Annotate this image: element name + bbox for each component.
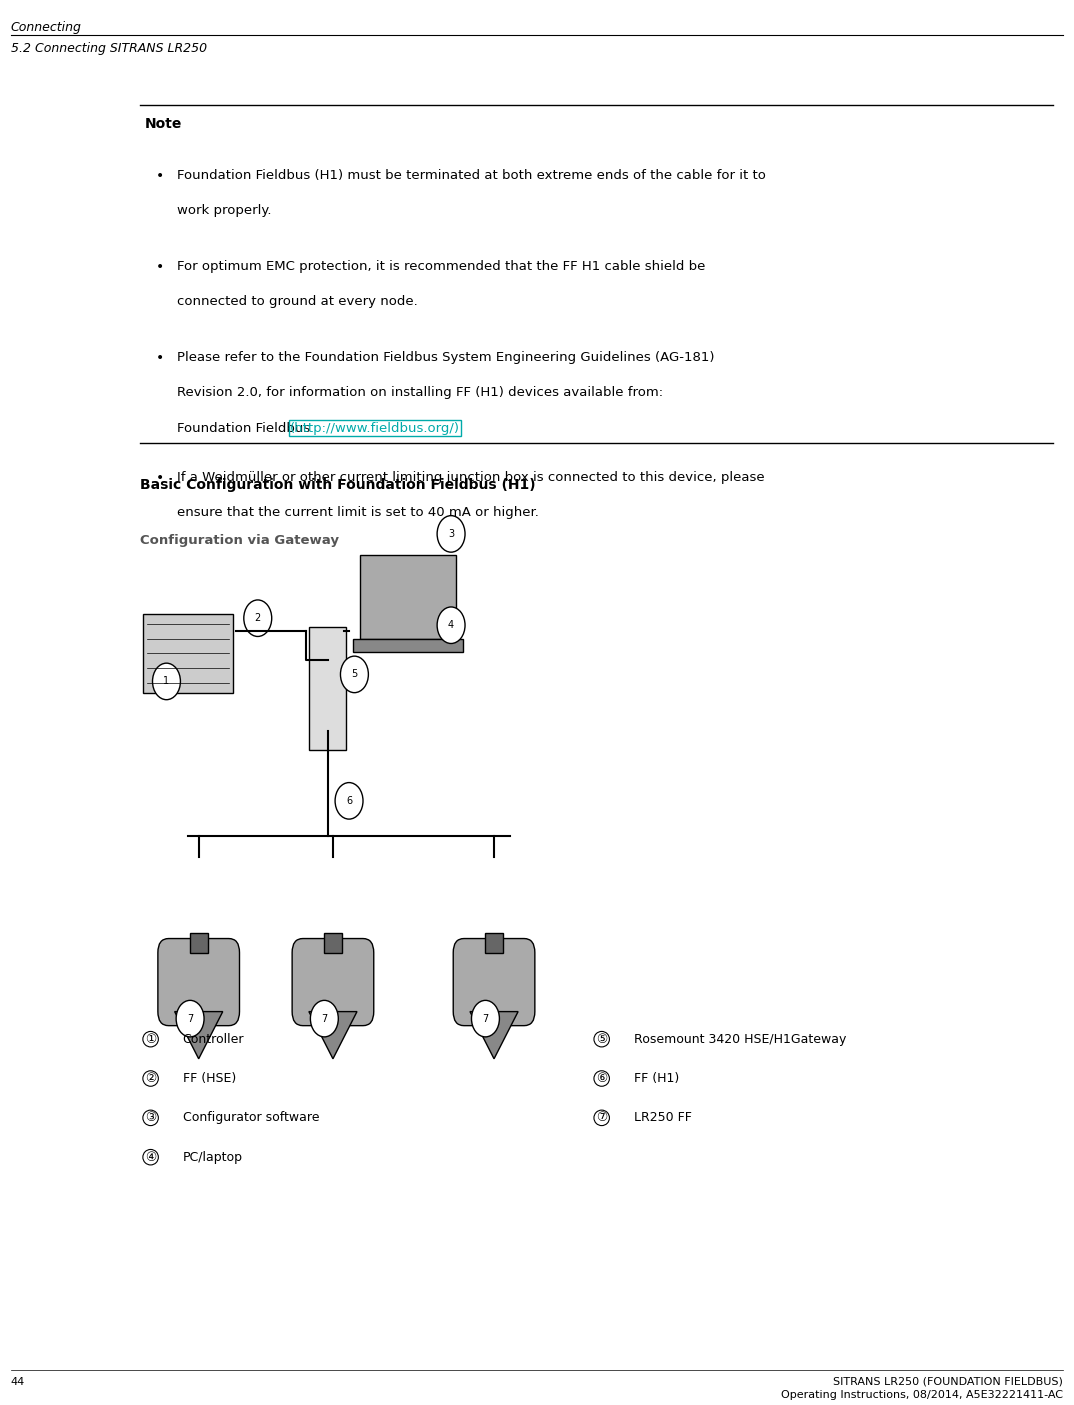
Text: (http://www.fieldbus.org/): (http://www.fieldbus.org/) <box>290 422 460 434</box>
Text: ensure that the current limit is set to 40 mA or higher.: ensure that the current limit is set to … <box>177 506 539 518</box>
Text: 7: 7 <box>482 1013 489 1024</box>
Text: ①: ① <box>145 1033 156 1045</box>
FancyBboxPatch shape <box>143 614 233 693</box>
Text: ⑥: ⑥ <box>596 1072 607 1085</box>
Text: Foundation Fieldbus: Foundation Fieldbus <box>177 422 315 434</box>
Text: Basic Configuration with Foundation Fieldbus (H1): Basic Configuration with Foundation Fiel… <box>140 478 535 492</box>
FancyBboxPatch shape <box>308 627 347 750</box>
Text: ②: ② <box>145 1072 156 1085</box>
Circle shape <box>340 656 368 693</box>
Polygon shape <box>309 1012 357 1059</box>
FancyBboxPatch shape <box>158 939 240 1026</box>
Text: Revision 2.0, for information on installing FF (H1) devices available from:: Revision 2.0, for information on install… <box>177 386 664 399</box>
Text: 7: 7 <box>321 1013 328 1024</box>
Polygon shape <box>175 1012 222 1059</box>
FancyBboxPatch shape <box>292 939 374 1026</box>
Text: PC/laptop: PC/laptop <box>183 1151 243 1163</box>
Text: 7: 7 <box>187 1013 193 1024</box>
Text: FF (HSE): FF (HSE) <box>183 1072 236 1085</box>
Circle shape <box>244 600 272 636</box>
Circle shape <box>310 1000 338 1037</box>
Text: Configuration via Gateway: Configuration via Gateway <box>140 534 338 547</box>
FancyBboxPatch shape <box>324 933 342 953</box>
Text: 3: 3 <box>448 528 454 540</box>
FancyBboxPatch shape <box>360 555 456 639</box>
Text: Connecting: Connecting <box>11 21 82 34</box>
Text: •: • <box>156 471 164 485</box>
Text: Controller: Controller <box>183 1033 244 1045</box>
Text: connected to ground at every node.: connected to ground at every node. <box>177 295 418 308</box>
Text: 5: 5 <box>351 669 358 680</box>
Text: 4: 4 <box>448 620 454 631</box>
Text: FF (H1): FF (H1) <box>634 1072 679 1085</box>
Text: •: • <box>156 260 164 274</box>
Text: Configurator software: Configurator software <box>183 1111 319 1124</box>
Circle shape <box>176 1000 204 1037</box>
Text: •: • <box>156 351 164 365</box>
FancyBboxPatch shape <box>485 933 503 953</box>
Text: SITRANS LR250 (FOUNDATION FIELDBUS): SITRANS LR250 (FOUNDATION FIELDBUS) <box>833 1377 1063 1387</box>
Circle shape <box>153 663 180 700</box>
Text: Rosemount 3420 HSE/H1Gateway: Rosemount 3420 HSE/H1Gateway <box>634 1033 846 1045</box>
Circle shape <box>471 1000 499 1037</box>
Polygon shape <box>470 1012 518 1059</box>
Text: If a Weidmüller or other current limiting junction box is connected to this devi: If a Weidmüller or other current limitin… <box>177 471 765 483</box>
Text: LR250 FF: LR250 FF <box>634 1111 692 1124</box>
FancyBboxPatch shape <box>453 939 535 1026</box>
Text: 44: 44 <box>11 1377 25 1387</box>
Text: ⑤: ⑤ <box>596 1033 607 1045</box>
Text: For optimum EMC protection, it is recommended that the FF H1 cable shield be: For optimum EMC protection, it is recomm… <box>177 260 706 273</box>
Circle shape <box>335 783 363 819</box>
Text: 5.2 Connecting SITRANS LR250: 5.2 Connecting SITRANS LR250 <box>11 42 207 55</box>
Text: 2: 2 <box>255 613 261 624</box>
FancyBboxPatch shape <box>190 933 207 953</box>
Text: Please refer to the Foundation Fieldbus System Engineering Guidelines (AG-181): Please refer to the Foundation Fieldbus … <box>177 351 714 364</box>
Circle shape <box>437 516 465 552</box>
Text: ④: ④ <box>145 1151 156 1163</box>
Text: Operating Instructions, 08/2014, A5E32221411-AC: Operating Instructions, 08/2014, A5E3222… <box>781 1390 1063 1399</box>
Text: ③: ③ <box>145 1111 156 1124</box>
Text: Foundation Fieldbus (H1) must be terminated at both extreme ends of the cable fo: Foundation Fieldbus (H1) must be termina… <box>177 169 766 181</box>
Text: 1: 1 <box>163 676 170 687</box>
FancyBboxPatch shape <box>353 639 463 652</box>
Text: 6: 6 <box>346 795 352 806</box>
Text: Note: Note <box>145 117 183 131</box>
Text: •: • <box>156 169 164 183</box>
Circle shape <box>437 607 465 643</box>
Text: work properly.: work properly. <box>177 204 272 216</box>
Text: ⑦: ⑦ <box>596 1111 607 1124</box>
